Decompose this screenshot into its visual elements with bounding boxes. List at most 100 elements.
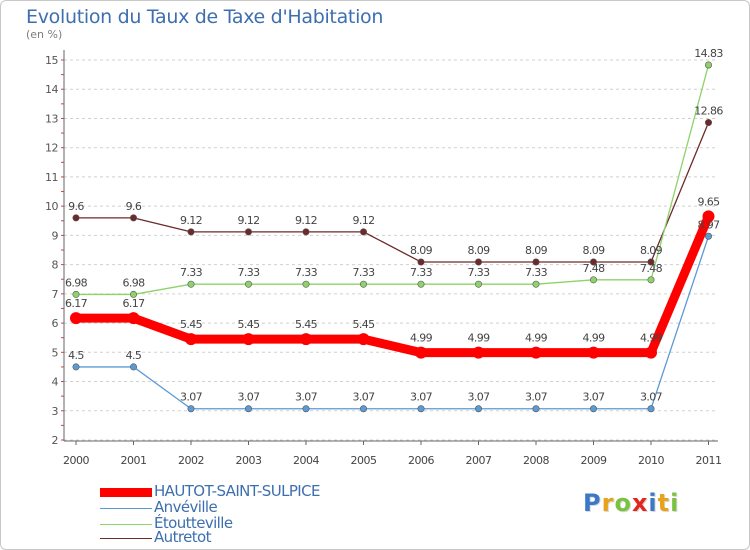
data-label-hautot-saint-sulpice: 4.99 — [525, 332, 548, 345]
x-tick-label: 2001 — [121, 454, 147, 467]
data-label-anv-ville: 3.07 — [410, 391, 433, 404]
data-point-hautot-saint-sulpice — [300, 333, 312, 346]
data-label-anv-ville: 3.07 — [352, 391, 375, 404]
data-point-autretot — [302, 228, 310, 236]
data-point-anv-ville — [647, 405, 655, 413]
data-label--toutteville: 7.33 — [237, 266, 260, 279]
data-label-anv-ville: 3.07 — [295, 391, 318, 404]
data-label-hautot-saint-sulpice: 6.17 — [65, 297, 88, 310]
logo-letter: i — [648, 489, 658, 517]
grid-layer — [64, 59, 718, 441]
legend-label-etoutteville: Étoutteville — [154, 514, 233, 532]
data-label-autretot: 9.12 — [237, 214, 259, 227]
y-tick-label: 3 — [52, 405, 59, 418]
y-tick-label: 12 — [45, 142, 58, 155]
data-label-anv-ville: 3.07 — [640, 391, 663, 404]
data-label-hautot-saint-sulpice: 6.17 — [122, 297, 145, 310]
data-label-anv-ville: 3.07 — [582, 391, 605, 404]
series-layer — [70, 61, 715, 413]
data-point--toutteville — [647, 276, 655, 284]
y-tick-label: 15 — [45, 54, 58, 67]
x-tick-label: 2002 — [178, 454, 204, 467]
legend-swatch-etoutteville — [100, 524, 152, 525]
data-point-autretot — [72, 214, 80, 222]
legend-swatch-autretot — [100, 538, 152, 539]
data-label-autretot: 8.09 — [582, 244, 605, 257]
data-label-hautot-saint-sulpice: 5.45 — [180, 318, 203, 331]
series-line-anv-ville — [76, 236, 710, 410]
legend-label-autretot: Autretot — [154, 528, 211, 546]
data-point--toutteville — [417, 280, 425, 288]
data-point-autretot — [474, 258, 482, 266]
data-label--toutteville: 7.48 — [582, 262, 605, 275]
data-point-hautot-saint-sulpice — [357, 333, 370, 346]
y-tick-label: 8 — [52, 259, 59, 272]
data-point-anv-ville — [72, 363, 80, 371]
y-tick-label: 10 — [45, 200, 58, 213]
data-label-autretot: 8.09 — [640, 244, 663, 257]
data-point-hautot-saint-sulpice — [70, 312, 82, 325]
data-label-autretot: 9.12 — [295, 214, 317, 227]
data-label-hautot-saint-sulpice: 4.99 — [410, 332, 433, 345]
data-label-autretot: 9.6 — [68, 200, 84, 213]
y-tick-label: 9 — [52, 229, 59, 242]
data-label-autretot: 9.6 — [126, 200, 142, 213]
data-label-anv-ville: 3.07 — [467, 391, 490, 404]
proxiti-logo: Proxiti — [583, 489, 679, 517]
data-point-anv-ville — [589, 405, 597, 413]
data-point-autretot — [589, 258, 597, 266]
data-point-hautot-saint-sulpice — [587, 346, 600, 359]
y-tick-label: 4 — [52, 376, 59, 389]
data-label-hautot-saint-sulpice: 9.65 — [697, 195, 720, 208]
legend-swatch-anveville — [100, 508, 152, 509]
data-label--toutteville: 7.33 — [467, 266, 490, 279]
data-point-anv-ville — [474, 405, 482, 413]
y-tick-label: 7 — [52, 288, 59, 301]
data-label-hautot-saint-sulpice: 5.45 — [352, 318, 375, 331]
data-point-anv-ville — [187, 405, 195, 413]
data-point-autretot — [417, 258, 425, 266]
data-point-hautot-saint-sulpice — [645, 346, 657, 359]
x-tick-label: 2007 — [466, 454, 492, 467]
series-line-hautot-saint-sulpice — [76, 214, 713, 358]
y-tick-label: 11 — [45, 171, 58, 184]
data-point-autretot — [187, 228, 195, 236]
y-tick-label: 14 — [45, 83, 58, 96]
data-point-anv-ville — [704, 232, 712, 240]
data-label--toutteville: 14.83 — [694, 47, 723, 60]
data-label-autretot: 8.09 — [525, 244, 548, 257]
data-point-autretot — [704, 119, 712, 127]
x-tick-label: 2006 — [408, 454, 434, 467]
data-label-hautot-saint-sulpice: 4.99 — [582, 332, 605, 345]
data-point--toutteville — [704, 61, 712, 69]
data-point-hautot-saint-sulpice — [530, 346, 542, 359]
data-label-anv-ville: 4.5 — [68, 349, 84, 362]
data-label--toutteville: 7.33 — [525, 266, 548, 279]
data-point-anv-ville — [417, 405, 425, 413]
series-line-autretot — [76, 122, 710, 263]
x-tick-label: 2008 — [523, 454, 549, 467]
y-tick-label: 13 — [45, 112, 58, 125]
data-label-hautot-saint-sulpice: 4.99 — [467, 332, 490, 345]
data-label-autretot: 8.09 — [467, 244, 490, 257]
data-point-autretot — [245, 228, 253, 236]
data-label-anv-ville: 3.07 — [525, 391, 548, 404]
data-label--toutteville: 7.33 — [352, 266, 375, 279]
data-label-hautot-saint-sulpice: 5.45 — [237, 318, 260, 331]
logo-letter: P — [583, 489, 602, 517]
data-point--toutteville — [72, 290, 80, 298]
data-point-anv-ville — [532, 405, 540, 413]
data-point--toutteville — [359, 280, 367, 288]
x-tick-label: 2005 — [351, 454, 377, 467]
legend-label-hautot: HAUTOT-SAINT-SULPICE — [154, 482, 320, 500]
y-tick-label: 2 — [52, 434, 59, 447]
logo-letter: o — [614, 489, 632, 517]
y-tick-label: 5 — [52, 346, 59, 359]
data-label--toutteville: 7.33 — [295, 266, 318, 279]
legend-swatch-hautot — [100, 488, 152, 497]
data-point-autretot — [647, 258, 655, 266]
data-point-anv-ville — [359, 405, 367, 413]
data-label--toutteville: 7.48 — [640, 262, 663, 275]
